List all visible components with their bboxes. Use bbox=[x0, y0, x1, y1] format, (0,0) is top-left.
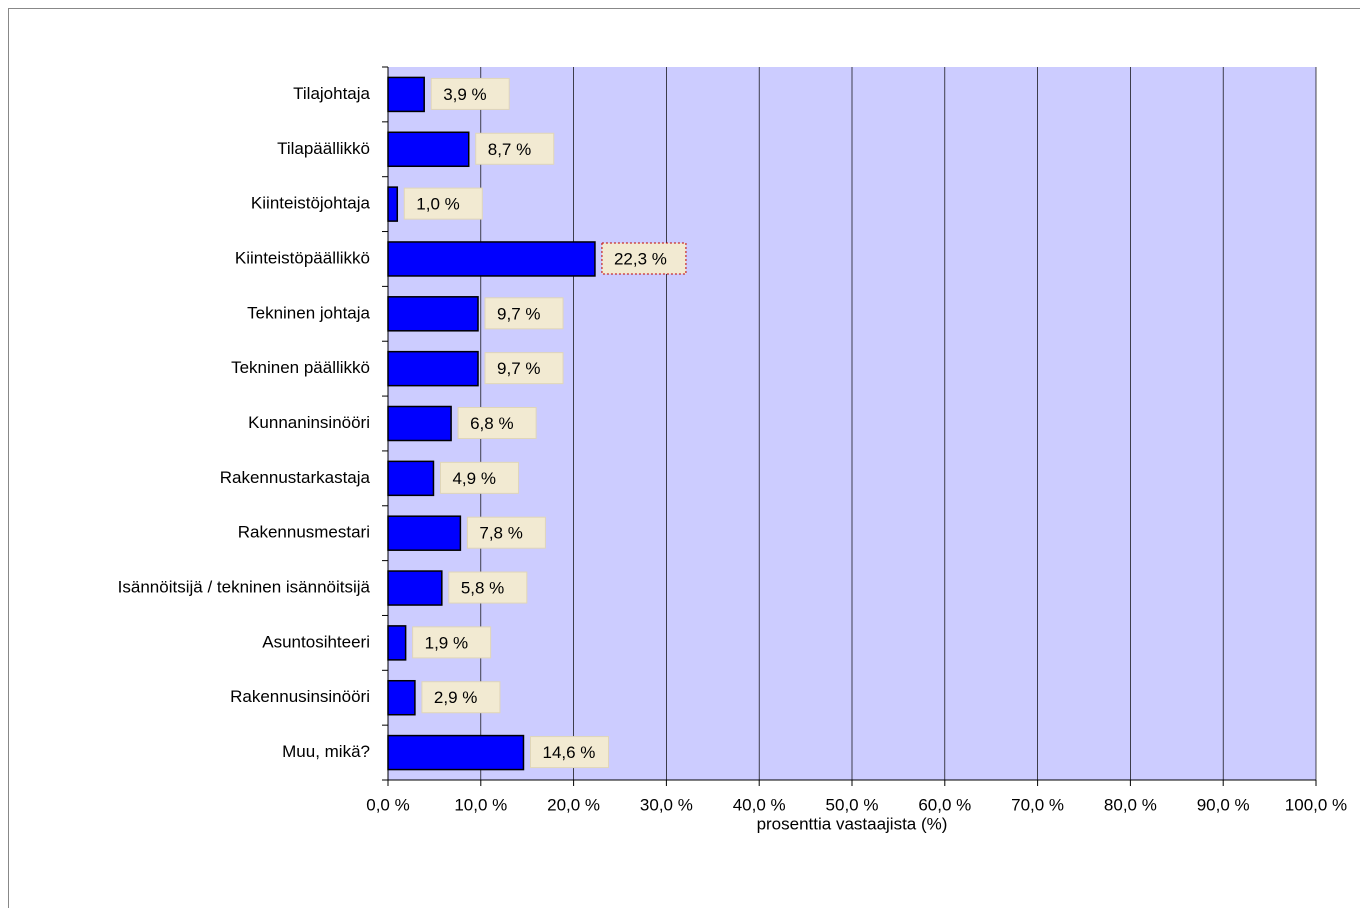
x-tick-label: 50,0 % bbox=[826, 795, 879, 814]
bar bbox=[387, 679, 416, 716]
value-label-box bbox=[484, 297, 564, 330]
value-label: 1,9 % bbox=[425, 633, 468, 652]
value-label-box bbox=[484, 352, 564, 385]
bar bbox=[387, 515, 462, 551]
y-tick-label: Tekninen päällikkö bbox=[231, 358, 370, 377]
value-label: 14,6 % bbox=[542, 743, 595, 762]
y-tick-label: Asuntosihteeri bbox=[262, 632, 370, 651]
value-label: 1,0 % bbox=[416, 195, 459, 214]
bar bbox=[387, 131, 470, 168]
bar bbox=[387, 350, 479, 387]
value-label-box bbox=[529, 736, 609, 769]
y-tick-label: Tilapäällikkö bbox=[277, 139, 370, 158]
bar bbox=[387, 460, 435, 497]
value-label: 9,7 % bbox=[497, 359, 540, 378]
x-tick-label: 70,0 % bbox=[1011, 795, 1064, 814]
value-label: 3,9 % bbox=[443, 85, 486, 104]
value-label: 9,7 % bbox=[497, 304, 540, 323]
value-label-box bbox=[412, 626, 492, 659]
y-tick-label: Isännöitsijä / tekninen isännöitsijä bbox=[118, 578, 371, 597]
x-tick-label: 80,0 % bbox=[1104, 795, 1157, 814]
x-tick-label: 90,0 % bbox=[1197, 795, 1250, 814]
bar bbox=[387, 570, 443, 606]
x-tick-label: 60,0 % bbox=[918, 795, 971, 814]
y-tick-label: Muu, mikä? bbox=[282, 742, 370, 761]
value-label-box bbox=[466, 516, 546, 549]
y-tick-label: Rakennusmestari bbox=[238, 523, 370, 542]
y-tick-label: Rakennusinsinööri bbox=[230, 687, 370, 706]
value-label: 2,9 % bbox=[434, 688, 477, 707]
y-tick-label: Kiinteistöpäällikkö bbox=[235, 248, 370, 267]
value-label: 7,8 % bbox=[479, 524, 522, 543]
value-label-box bbox=[601, 242, 687, 275]
value-label: 22,3 % bbox=[614, 249, 667, 268]
x-tick-label: 0,0 % bbox=[366, 795, 409, 814]
y-tick-label: Tilajohtaja bbox=[293, 84, 370, 103]
x-tick-label: 20,0 % bbox=[547, 795, 600, 814]
y-tick-label: Tekninen johtaja bbox=[247, 303, 370, 322]
x-tick-label: 100,0 % bbox=[1285, 795, 1347, 814]
value-label-box bbox=[403, 187, 483, 220]
value-label: 6,8 % bbox=[470, 414, 513, 433]
bar bbox=[387, 186, 399, 222]
x-tick-label: 30,0 % bbox=[640, 795, 693, 814]
value-label-box bbox=[430, 77, 510, 110]
value-label-box bbox=[448, 571, 528, 604]
value-label-box bbox=[457, 407, 537, 439]
value-label-box bbox=[439, 461, 519, 494]
value-label: 4,9 % bbox=[452, 469, 495, 488]
value-label-box bbox=[421, 681, 501, 714]
bar bbox=[387, 241, 596, 277]
x-tick-label: 10,0 % bbox=[454, 795, 507, 814]
value-label: 5,8 % bbox=[461, 579, 504, 598]
value-label: 8,7 % bbox=[488, 140, 531, 159]
bar bbox=[387, 405, 452, 442]
y-tick-label: Kunnaninsinööri bbox=[248, 413, 370, 432]
y-tick-label: Kiinteistöjohtaja bbox=[251, 194, 371, 213]
y-tick-label: Rakennustarkastaja bbox=[220, 468, 371, 487]
bar bbox=[387, 625, 407, 661]
bar bbox=[387, 734, 525, 771]
x-tick-label: 40,0 % bbox=[733, 795, 786, 814]
bar bbox=[387, 76, 425, 113]
value-label-box bbox=[475, 132, 555, 165]
x-axis-label: prosenttia vastaajista (%) bbox=[757, 814, 948, 833]
chart-frame bbox=[8, 8, 1360, 908]
bar bbox=[387, 296, 479, 332]
